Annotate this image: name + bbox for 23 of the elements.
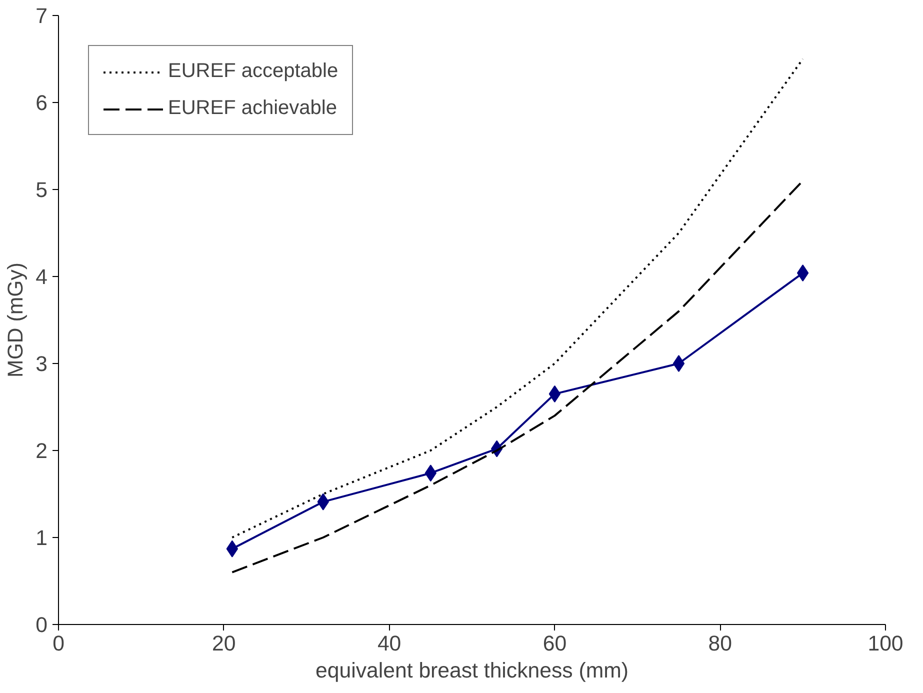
legend-label: EUREF achievable	[168, 97, 337, 120]
y-tick-label: 0	[36, 613, 48, 637]
point	[226, 540, 238, 558]
x-tick-label: 80	[708, 632, 732, 656]
y-tick-label: 6	[36, 91, 48, 115]
y-axis-title: MGD (mGy)	[4, 262, 28, 378]
y-tick-label: 1	[36, 526, 48, 550]
y-tick-label: 3	[36, 352, 48, 376]
y-tick-label: 5	[36, 178, 48, 202]
x-tick-label: 100	[868, 632, 904, 656]
x-tick-label: 60	[542, 632, 567, 656]
point	[548, 385, 561, 402]
line-series	[231, 180, 804, 574]
legend-label: EUREF acceptable	[168, 60, 338, 83]
x-tick-label: 40	[377, 632, 402, 656]
x-axis-title: equivalent breast thickness (mm)	[316, 658, 628, 682]
y-tick-label: 2	[36, 439, 48, 463]
x-tick-label: 0	[52, 632, 65, 656]
y-tick-label: 4	[36, 265, 48, 289]
point	[672, 355, 685, 372]
point	[796, 264, 809, 282]
x-tick-label: 20	[212, 632, 236, 656]
y-tick-label: 7	[36, 4, 48, 28]
